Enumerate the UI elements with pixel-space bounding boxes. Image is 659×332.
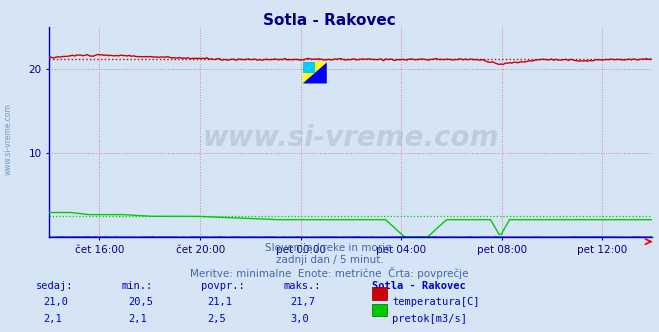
Text: 21,7: 21,7 (290, 297, 315, 307)
Text: sedaj:: sedaj: (36, 281, 74, 290)
Text: povpr.:: povpr.: (201, 281, 244, 290)
Polygon shape (302, 62, 327, 83)
Text: 21,1: 21,1 (208, 297, 233, 307)
Text: temperatura[C]: temperatura[C] (392, 297, 480, 307)
Text: min.:: min.: (122, 281, 153, 290)
Text: 3,0: 3,0 (290, 314, 308, 324)
Text: Meritve: minimalne  Enote: metrične  Črta: povprečje: Meritve: minimalne Enote: metrične Črta:… (190, 267, 469, 279)
Polygon shape (302, 62, 315, 73)
Text: 20,5: 20,5 (129, 297, 154, 307)
Text: 2,1: 2,1 (129, 314, 147, 324)
Text: Sotla - Rakovec: Sotla - Rakovec (263, 13, 396, 28)
FancyBboxPatch shape (302, 62, 327, 83)
Text: www.si-vreme.com: www.si-vreme.com (3, 104, 13, 175)
Text: 2,5: 2,5 (208, 314, 226, 324)
Text: 21,0: 21,0 (43, 297, 68, 307)
Text: maks.:: maks.: (283, 281, 321, 290)
Text: www.si-vreme.com: www.si-vreme.com (203, 124, 499, 152)
Text: pretok[m3/s]: pretok[m3/s] (392, 314, 467, 324)
Text: zadnji dan / 5 minut.: zadnji dan / 5 minut. (275, 255, 384, 265)
Text: Slovenija / reke in morje.: Slovenija / reke in morje. (264, 243, 395, 253)
Text: 2,1: 2,1 (43, 314, 61, 324)
Text: Sotla - Rakovec: Sotla - Rakovec (372, 281, 466, 290)
